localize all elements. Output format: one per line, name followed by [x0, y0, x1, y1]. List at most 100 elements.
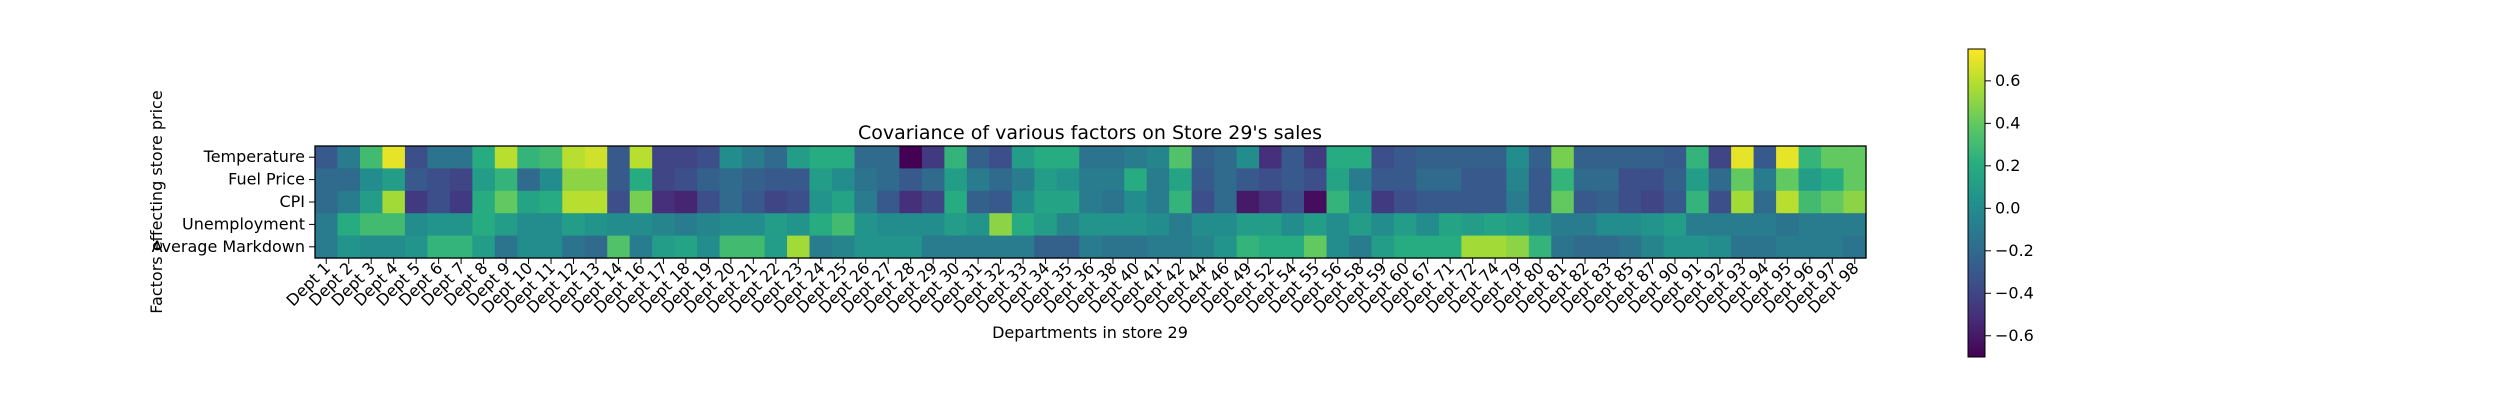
- heatmap-cell: [1371, 235, 1395, 259]
- heatmap-cell: [359, 235, 384, 259]
- heatmap-cell: [1686, 168, 1710, 192]
- colorbar-tick-label: −0.4: [1995, 283, 2034, 302]
- heatmap-cell: [787, 235, 811, 259]
- heatmap-cell: [472, 168, 496, 192]
- heatmap-cell: [1438, 190, 1462, 214]
- heatmap-cell: [404, 190, 428, 214]
- heatmap-cell: [382, 213, 406, 237]
- heatmap-cell: [899, 168, 923, 192]
- heatmap-cell: [1551, 146, 1575, 169]
- heatmap-cell: [404, 168, 428, 192]
- heatmap-cell: [719, 190, 743, 214]
- heatmap-cell: [944, 213, 968, 237]
- heatmap-cell: [854, 213, 878, 237]
- heatmap-cell: [787, 190, 811, 214]
- heatmap-cell: [517, 168, 541, 192]
- heatmap-cell: [1438, 235, 1462, 259]
- heatmap-cell: [809, 235, 833, 259]
- heatmap-cell: [472, 146, 496, 169]
- heatmap-cell: [1461, 213, 1485, 237]
- heatmap-cell: [1528, 190, 1552, 214]
- heatmap-cell: [1169, 190, 1193, 214]
- heatmap-cell: [607, 146, 631, 169]
- heatmap-cell: [1056, 190, 1080, 214]
- heatmap-cell: [1461, 235, 1485, 259]
- heatmap-cells: [315, 146, 1867, 259]
- heatmap-cell: [1349, 146, 1373, 169]
- heatmap-cell: [764, 146, 788, 169]
- heatmap-cell: [1281, 168, 1305, 192]
- heatmap-cell: [1798, 213, 1822, 237]
- heatmap-cell: [494, 146, 518, 169]
- heatmap-cell: [1821, 168, 1845, 192]
- heatmap-cell: [697, 146, 721, 169]
- heatmap-cell: [359, 146, 384, 169]
- heatmap-cell: [1731, 235, 1755, 259]
- heatmap-cell: [1281, 235, 1305, 259]
- heatmap-cell: [1056, 168, 1080, 192]
- colorbar-tick-label: 0.2: [1995, 156, 2020, 175]
- heatmap-cell: [674, 168, 698, 192]
- heatmap-cell: [966, 190, 990, 214]
- heatmap-cell: [1821, 235, 1845, 259]
- heatmap-cell: [562, 190, 586, 214]
- heatmap-cell: [719, 213, 743, 237]
- heatmap-cell: [1169, 235, 1193, 259]
- heatmap-cell: [1259, 146, 1283, 169]
- heatmap-cell: [921, 146, 945, 169]
- heatmap-cell: [1528, 235, 1552, 259]
- heatmap-cell: [809, 168, 833, 192]
- heatmap-cell: [1371, 213, 1395, 237]
- y-tick-label: Temperature: [203, 147, 305, 166]
- heatmap-cell: [1618, 213, 1642, 237]
- heatmap-cell: [966, 235, 990, 259]
- heatmap-cell: [449, 213, 473, 237]
- heatmap-cell: [539, 146, 563, 169]
- heatmap-cell: [1708, 213, 1732, 237]
- colorbar-tick-label: 0.6: [1995, 71, 2020, 90]
- heatmap-cell: [1259, 190, 1283, 214]
- heatmap-cell: [1776, 190, 1800, 214]
- heatmap-cell: [1034, 168, 1058, 192]
- heatmap-cell: [854, 190, 878, 214]
- heatmap-cell: [832, 190, 856, 214]
- heatmap-cell: [1483, 168, 1507, 192]
- heatmap-cell: [1146, 213, 1170, 237]
- heatmap-cell: [1821, 190, 1845, 214]
- heatmap-cell: [517, 235, 541, 259]
- heatmap-cell: [1169, 146, 1193, 169]
- heatmap-cell: [1349, 213, 1373, 237]
- heatmap-cell: [764, 190, 788, 214]
- heatmap-cell: [1843, 213, 1867, 237]
- heatmap-cell: [315, 168, 339, 192]
- heatmap-cell: [427, 146, 451, 169]
- heatmap-cell: [427, 213, 451, 237]
- heatmap-cell: [1506, 146, 1530, 169]
- heatmap-cell: [854, 168, 878, 192]
- heatmap-cell: [809, 213, 833, 237]
- heatmap-cell: [1349, 235, 1373, 259]
- heatmap-cell: [764, 168, 788, 192]
- heatmap-cell: [539, 235, 563, 259]
- heatmap-cell: [1776, 213, 1800, 237]
- colorbar-ticks: −0.6 −0.4 −0.2 0.0 0.2 0.4 0.6: [1985, 71, 2034, 345]
- heatmap-cell: [1551, 190, 1575, 214]
- heatmap-cell: [562, 168, 586, 192]
- heatmap-cell: [1686, 235, 1710, 259]
- heatmap-cell: [1191, 146, 1215, 169]
- heatmap-cell: [1349, 190, 1373, 214]
- heatmap-cell: [1191, 168, 1215, 192]
- heatmap-cell: [1326, 190, 1350, 214]
- heatmap-cell: [1641, 235, 1665, 259]
- heatmap-cell: [449, 168, 473, 192]
- heatmap-cell: [652, 213, 676, 237]
- heatmap-cell: [921, 213, 945, 237]
- heatmap-cell: [1079, 146, 1103, 169]
- heatmap-cell: [876, 190, 901, 214]
- heatmap-cell: [472, 190, 496, 214]
- heatmap-cell: [427, 168, 451, 192]
- heatmap-cell: [315, 213, 339, 237]
- heatmap-cell: [1214, 190, 1238, 214]
- heatmap-cell: [652, 146, 676, 169]
